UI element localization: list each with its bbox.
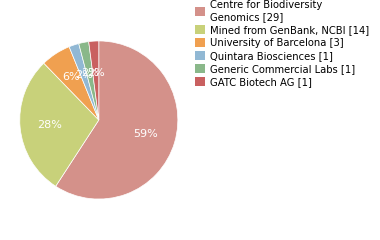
Text: 2%: 2% xyxy=(81,68,98,78)
Wedge shape xyxy=(20,63,99,186)
Text: 59%: 59% xyxy=(133,129,158,139)
Wedge shape xyxy=(56,41,178,199)
Wedge shape xyxy=(44,47,99,120)
Legend: Centre for Biodiversity
Genomics [29], Mined from GenBank, NCBI [14], University: Centre for Biodiversity Genomics [29], M… xyxy=(195,0,369,87)
Wedge shape xyxy=(89,41,99,120)
Text: 2%: 2% xyxy=(75,70,93,80)
Wedge shape xyxy=(79,42,99,120)
Text: 28%: 28% xyxy=(38,120,62,130)
Text: 6%: 6% xyxy=(62,72,79,82)
Wedge shape xyxy=(69,43,99,120)
Text: 2%: 2% xyxy=(87,68,105,78)
